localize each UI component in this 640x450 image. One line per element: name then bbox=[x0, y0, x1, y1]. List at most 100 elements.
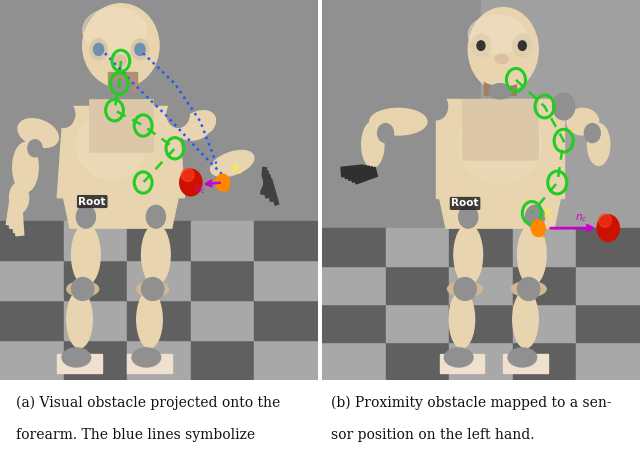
Bar bbox=[57, 354, 102, 373]
Polygon shape bbox=[577, 342, 640, 380]
Ellipse shape bbox=[584, 124, 600, 143]
Polygon shape bbox=[322, 304, 385, 342]
Polygon shape bbox=[63, 340, 127, 380]
Bar bbox=[481, 0, 640, 228]
Polygon shape bbox=[440, 198, 561, 228]
Ellipse shape bbox=[370, 108, 427, 135]
Polygon shape bbox=[385, 342, 449, 380]
Ellipse shape bbox=[83, 8, 147, 53]
Ellipse shape bbox=[518, 225, 546, 285]
Polygon shape bbox=[449, 342, 513, 380]
Polygon shape bbox=[191, 261, 255, 301]
Ellipse shape bbox=[246, 173, 262, 192]
Text: $a_r$: $a_r$ bbox=[221, 184, 232, 196]
Circle shape bbox=[216, 174, 230, 191]
Bar bbox=[264, 171, 269, 198]
Text: (a) Visual obstacle projected onto the: (a) Visual obstacle projected onto the bbox=[16, 396, 280, 410]
Ellipse shape bbox=[76, 110, 147, 179]
Bar bbox=[13, 205, 20, 232]
Ellipse shape bbox=[147, 205, 165, 228]
Ellipse shape bbox=[459, 205, 478, 228]
Ellipse shape bbox=[76, 205, 95, 228]
Ellipse shape bbox=[72, 278, 94, 301]
Ellipse shape bbox=[454, 225, 483, 285]
Ellipse shape bbox=[22, 123, 54, 144]
Bar bbox=[354, 167, 378, 184]
Bar bbox=[108, 72, 137, 91]
Polygon shape bbox=[63, 301, 127, 340]
Ellipse shape bbox=[137, 281, 168, 297]
Polygon shape bbox=[577, 228, 640, 266]
Ellipse shape bbox=[477, 41, 485, 50]
Polygon shape bbox=[127, 261, 191, 301]
Ellipse shape bbox=[132, 348, 161, 367]
Polygon shape bbox=[0, 340, 63, 380]
Ellipse shape bbox=[513, 34, 532, 57]
Ellipse shape bbox=[141, 278, 164, 301]
Ellipse shape bbox=[468, 8, 538, 91]
Polygon shape bbox=[577, 304, 640, 342]
Ellipse shape bbox=[180, 169, 202, 196]
Bar bbox=[462, 99, 538, 160]
Ellipse shape bbox=[472, 34, 490, 57]
Ellipse shape bbox=[598, 214, 611, 227]
Ellipse shape bbox=[28, 140, 42, 157]
Ellipse shape bbox=[167, 101, 189, 127]
Ellipse shape bbox=[597, 215, 620, 242]
Polygon shape bbox=[127, 340, 191, 380]
Ellipse shape bbox=[518, 278, 540, 301]
Ellipse shape bbox=[489, 84, 511, 99]
Ellipse shape bbox=[10, 183, 29, 213]
Ellipse shape bbox=[513, 291, 538, 348]
Polygon shape bbox=[577, 266, 640, 304]
Ellipse shape bbox=[93, 43, 104, 55]
Bar bbox=[348, 166, 371, 180]
Ellipse shape bbox=[52, 101, 75, 127]
Polygon shape bbox=[385, 228, 449, 266]
Ellipse shape bbox=[378, 124, 394, 143]
Polygon shape bbox=[255, 340, 318, 380]
Ellipse shape bbox=[83, 4, 159, 87]
Bar bbox=[89, 99, 153, 152]
Polygon shape bbox=[191, 301, 255, 340]
Polygon shape bbox=[255, 220, 318, 261]
Text: $P_c$: $P_c$ bbox=[543, 207, 555, 220]
Polygon shape bbox=[0, 301, 63, 340]
Bar bbox=[261, 167, 267, 194]
Text: $a_r$: $a_r$ bbox=[536, 230, 548, 242]
Ellipse shape bbox=[468, 15, 525, 53]
Text: sor position on the left hand.: sor position on the left hand. bbox=[332, 428, 535, 442]
Polygon shape bbox=[255, 261, 318, 301]
Polygon shape bbox=[513, 342, 577, 380]
Ellipse shape bbox=[137, 291, 162, 348]
Polygon shape bbox=[322, 266, 385, 304]
Ellipse shape bbox=[588, 124, 610, 166]
Polygon shape bbox=[449, 228, 513, 266]
Polygon shape bbox=[255, 301, 318, 340]
Ellipse shape bbox=[67, 281, 99, 297]
Ellipse shape bbox=[62, 348, 91, 367]
Ellipse shape bbox=[567, 108, 598, 135]
Polygon shape bbox=[449, 266, 513, 304]
Polygon shape bbox=[63, 198, 178, 228]
Polygon shape bbox=[322, 228, 385, 266]
Polygon shape bbox=[322, 342, 385, 380]
Ellipse shape bbox=[525, 205, 545, 228]
Polygon shape bbox=[385, 266, 449, 304]
Ellipse shape bbox=[552, 93, 575, 120]
Bar bbox=[344, 166, 367, 179]
Bar bbox=[266, 175, 274, 202]
Bar bbox=[6, 198, 18, 226]
Bar bbox=[503, 354, 548, 373]
Text: Root: Root bbox=[451, 198, 479, 208]
Ellipse shape bbox=[67, 291, 92, 348]
Ellipse shape bbox=[90, 39, 108, 60]
Ellipse shape bbox=[72, 225, 100, 285]
Bar bbox=[14, 208, 24, 236]
Ellipse shape bbox=[447, 281, 483, 297]
Polygon shape bbox=[0, 220, 63, 261]
Ellipse shape bbox=[449, 291, 475, 348]
Ellipse shape bbox=[179, 111, 216, 140]
Ellipse shape bbox=[112, 55, 127, 67]
Ellipse shape bbox=[135, 43, 145, 55]
